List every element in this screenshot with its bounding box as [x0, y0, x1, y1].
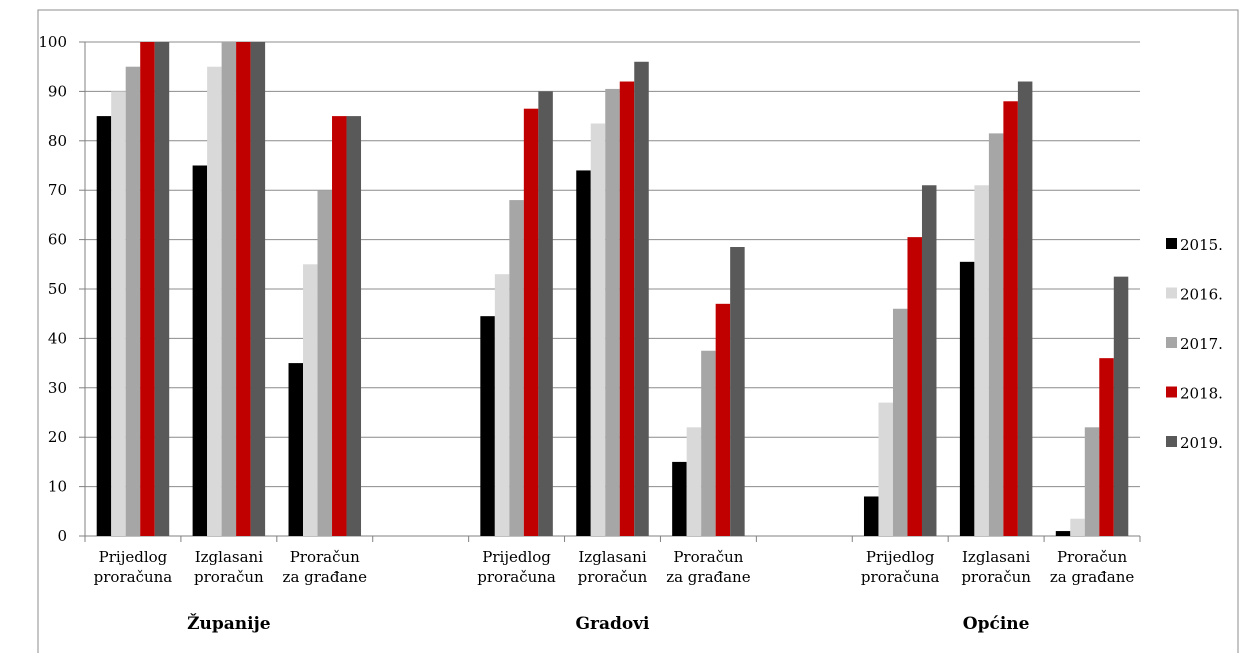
group-label-Gradovi: Gradovi [575, 614, 650, 634]
bar-Županije-Proračun za građane-2018. [332, 116, 347, 536]
legend-swatch-2018. [1166, 386, 1177, 398]
legend-swatch-2015. [1166, 238, 1177, 249]
category-label: Izglasani proračun [961, 548, 1031, 586]
category-label: Prijedlog proračuna [477, 548, 556, 586]
bar-Županije-Proračun za građane-2016. [303, 264, 318, 536]
y-tick-label-50: 50 [48, 280, 67, 298]
category-label: Izglasani proračun [194, 548, 264, 586]
bar-Županije-Proračun za građane-2015. [288, 363, 304, 536]
bar-Općine-Izglasani proračun-2015. [959, 261, 975, 536]
bar-Općine-Prijedlog proračuna-2016. [878, 402, 893, 536]
bar-Gradovi-Izglasani proračun-2017. [605, 88, 620, 537]
bar-Općine-Izglasani proračun-2019. [1017, 81, 1033, 537]
bar-Općine-Izglasani proračun-2018. [1003, 101, 1018, 536]
bar-Općine-Proračun za građane-2019. [1113, 276, 1129, 536]
bar-Gradovi-Izglasani proračun-2015. [576, 170, 591, 536]
y-tick-label-40: 40 [48, 329, 67, 347]
bar-Općine-Proračun za građane-2018. [1099, 358, 1114, 536]
bar-Županije-Prijedlog proračuna-2019. [154, 42, 170, 536]
bar-Općine-Proračun za građane-2017. [1084, 427, 1100, 536]
bar-Županije-Proračun za građane-2017. [317, 190, 333, 536]
bar-Gradovi-Proračun za građane-2019. [730, 247, 745, 536]
bar-Gradovi-Proračun za građane-2016. [686, 427, 702, 536]
category-label: Proračun za građane [283, 548, 368, 586]
category-label: Prijedlog proračuna [94, 548, 173, 586]
bar-Gradovi-Izglasani proračun-2018. [619, 81, 635, 537]
bar-Županije-Proračun za građane-2019. [346, 116, 362, 536]
legend-swatch-2017. [1166, 337, 1177, 348]
y-tick-label-60: 60 [48, 231, 67, 249]
bar-Županije-Izglasani proračun-2015. [192, 165, 208, 536]
bar-Općine-Prijedlog proračuna-2017. [892, 308, 908, 536]
legend-swatch-2019. [1166, 436, 1177, 447]
y-tick-label-70: 70 [48, 181, 67, 199]
bar-Općine-Izglasani proračun-2017. [988, 133, 1004, 536]
legend-label-2016.: 2016. [1180, 286, 1223, 304]
bar-Općine-Proračun za građane-2015. [1055, 531, 1071, 536]
chart-border [37, 9, 1239, 653]
legend-swatch-2016. [1166, 287, 1177, 299]
y-tick-label-10: 10 [48, 478, 67, 496]
y-tick-label-80: 80 [48, 132, 67, 150]
bar-Gradovi-Proračun za građane-2015. [672, 461, 687, 536]
legend-label-2017.: 2017. [1180, 335, 1223, 353]
category-label: Proračun za građane [1050, 548, 1135, 586]
bar-Općine-Proračun za građane-2016. [1070, 518, 1085, 536]
bar-Županije-Izglasani proračun-2017. [221, 42, 237, 536]
bar-Općine-Izglasani proračun-2016. [974, 185, 989, 536]
y-tick-label-20: 20 [48, 428, 67, 446]
y-tick-label-100: 100 [38, 33, 67, 51]
y-tick-label-90: 90 [48, 82, 67, 100]
bar-Gradovi-Prijedlog proračuna-2016. [494, 274, 510, 536]
group-label-Općine: Općine [963, 614, 1030, 634]
bar-Gradovi-Izglasani proračun-2016. [590, 123, 606, 536]
bar-Gradovi-Izglasani proračun-2019. [634, 61, 649, 536]
bar-Županije-Prijedlog proračuna-2016. [111, 91, 126, 537]
bar-Gradovi-Prijedlog proračuna-2015. [480, 316, 495, 536]
bar-Županije-Izglasani proračun-2016. [207, 66, 222, 536]
bar-Gradovi-Proračun za građane-2017. [701, 350, 716, 536]
bar-Općine-Prijedlog proračuna-2018. [907, 237, 922, 536]
group-label-Županije: Županije [187, 613, 271, 634]
bar-Gradovi-Prijedlog proračuna-2019. [538, 91, 553, 537]
bar-Gradovi-Prijedlog proračuna-2018. [523, 108, 539, 536]
legend-label-2018.: 2018. [1180, 385, 1223, 403]
bar-Gradovi-Proračun za građane-2018. [715, 303, 731, 536]
bar-Županije-Izglasani proračun-2019. [250, 42, 266, 536]
bar-Općine-Prijedlog proračuna-2019. [921, 185, 937, 536]
legend-label-2015.: 2015. [1180, 236, 1223, 254]
bar-Gradovi-Prijedlog proračuna-2017. [509, 200, 524, 536]
y-tick-label-0: 0 [57, 527, 67, 545]
y-tick-label-30: 30 [48, 379, 67, 397]
category-label: Prijedlog proračuna [861, 548, 940, 586]
bar-Županije-Prijedlog proračuna-2017. [125, 66, 141, 536]
category-label: Izglasani proračun [578, 548, 648, 586]
bar-Županije-Izglasani proračun-2018. [236, 42, 251, 536]
legend-label-2019.: 2019. [1180, 434, 1223, 452]
bar-Županije-Prijedlog proračuna-2018. [140, 42, 155, 536]
bar-Općine-Prijedlog proračuna-2015. [863, 496, 879, 536]
bar-Županije-Prijedlog proračuna-2015. [96, 116, 112, 536]
category-label: Proračun za građane [666, 548, 751, 586]
